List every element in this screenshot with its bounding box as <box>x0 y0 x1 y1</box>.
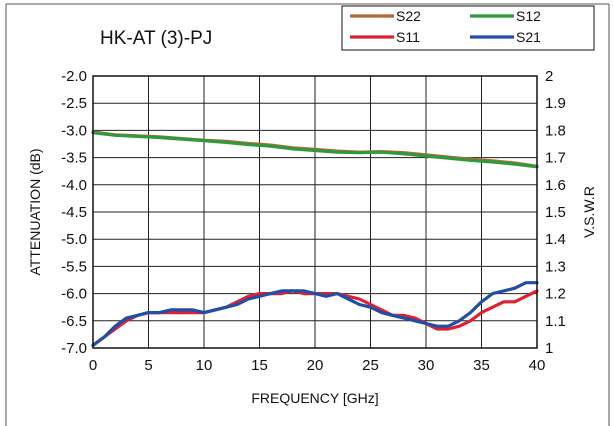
x-tick-label: 25 <box>362 357 379 374</box>
x-tick-label: 30 <box>418 357 435 374</box>
x-tick-label: 40 <box>529 357 546 374</box>
series-line-s12 <box>91 131 539 169</box>
y2-tick-label: 1 <box>545 340 553 357</box>
y-tick-label: -2.0 <box>61 68 87 85</box>
y-tick-label: -6.0 <box>61 286 87 303</box>
series-line-s21 <box>91 281 539 347</box>
x-tick-label: 0 <box>89 357 97 374</box>
y-tick-label: -5.0 <box>61 231 87 248</box>
series-group <box>91 130 539 347</box>
legend-label-s12: S12 <box>516 8 541 24</box>
legend-label-s21: S21 <box>516 29 541 45</box>
y-tick-label: -4.5 <box>61 204 87 221</box>
y2-tick-label: 1.9 <box>545 95 566 112</box>
x-tick-label: 15 <box>251 357 268 374</box>
y2-tick-label: 1.6 <box>545 177 566 194</box>
y-tick-label: -5.5 <box>61 258 87 275</box>
y2-tick-label: 1.8 <box>545 122 566 139</box>
legend-box <box>341 5 595 51</box>
y-axis-ticks: -2.0 -2.5 -3.0 -3.5 -4.0 -4.5 -5.0 -5.5 -6.0 -6.5… <box>61 68 87 357</box>
legend: S22 S12 S11 S21 <box>350 8 541 45</box>
y-tick-label: -7.0 <box>61 340 87 357</box>
y-tick-label: -6.5 <box>61 313 87 330</box>
legend-label-s11: S11 <box>396 29 420 45</box>
y2-tick-label: 1.1 <box>545 313 566 330</box>
y2-axis-title: V.S.W.R <box>581 186 597 238</box>
x-tick-label: 35 <box>473 357 490 374</box>
grid <box>93 76 537 348</box>
y-tick-label: -3.5 <box>61 150 87 167</box>
chart-title: HK-AT (3)-PJ <box>100 28 212 49</box>
y-axis-title: ATTENUATION (dB) <box>27 148 43 275</box>
x-tick-label: 10 <box>196 357 213 374</box>
y2-tick-label: 1.3 <box>545 258 566 275</box>
y2-tick-label: 2 <box>545 68 553 85</box>
plot-area <box>92 75 538 349</box>
x-tick-label: 5 <box>144 357 152 374</box>
y2-axis-ticks: 2 1.9 1.8 1.7 1.6 1.5 1.4 1.3 1.2 1.1 1 <box>545 68 566 357</box>
y2-tick-label: 1.7 <box>545 150 566 167</box>
y-tick-label: -4.0 <box>61 177 87 194</box>
y2-tick-label: 1.5 <box>545 204 566 221</box>
legend-label-s22: S22 <box>396 8 421 24</box>
y2-tick-label: 1.2 <box>545 286 566 303</box>
y-tick-label: -3.0 <box>61 122 87 139</box>
x-axis-title: FREQUENCY [GHz] <box>251 390 378 406</box>
y-tick-label: -2.5 <box>61 95 87 112</box>
y2-tick-label: 1.4 <box>545 231 566 248</box>
x-axis-ticks: 0 5 10 15 20 25 30 35 40 <box>89 357 546 374</box>
x-tick-label: 20 <box>307 357 324 374</box>
